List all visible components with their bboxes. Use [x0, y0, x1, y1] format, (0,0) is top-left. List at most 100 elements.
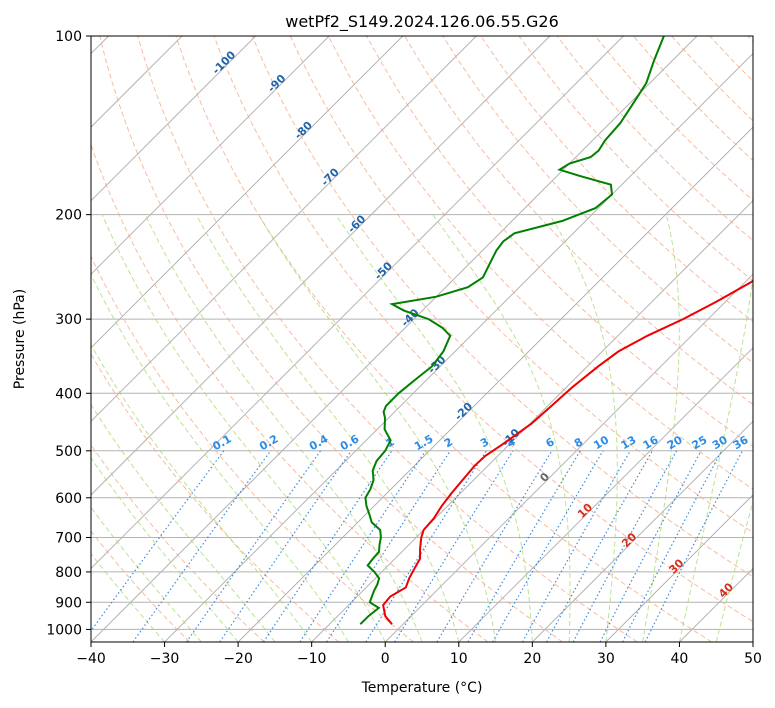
isotherm-line: [605, 494, 753, 642]
dry-adiabat-line: [442, 36, 753, 364]
moist-adiabat-line: [91, 457, 239, 642]
mixing-ratio-line: [262, 450, 393, 642]
isotherm-line: [679, 567, 753, 642]
mixing-ratio-line: [599, 450, 702, 642]
moist-adiabat-line: [678, 274, 753, 642]
mixing-ratio-label: 20: [665, 433, 685, 452]
isotherm-label: -30: [425, 353, 448, 376]
dry-adiabat-line: [213, 36, 753, 623]
isotherm-line: [458, 347, 753, 642]
dry-adiabat-line: [366, 36, 753, 448]
y-tick-label: 500: [55, 444, 82, 460]
x-tick-label: −20: [223, 651, 253, 667]
moist-adiabat-line: [144, 214, 423, 642]
moist-adiabat-line: [91, 506, 202, 642]
mixing-ratio-label: 1.5: [412, 432, 435, 453]
dry-adiabat-line: [91, 443, 265, 642]
mixing-ratio-line: [91, 450, 225, 632]
plot-area: 0.1 0.2 0.4 0.6 1 1.5 2 3 4 6 8 10 13 16 20 25 30 36-100-…: [91, 36, 753, 642]
mixing-ratio-line: [436, 450, 553, 642]
y-axis-ticks: 100 200 300 400 500 600 700 800 900 1000: [46, 29, 91, 638]
x-tick-label: −10: [297, 651, 327, 667]
moist-adiabat-line: [195, 214, 460, 642]
isotherm-line: [91, 36, 551, 496]
mixing-ratio-line: [132, 450, 272, 642]
dry-adiabat-line: [91, 255, 414, 642]
dry-adiabat-line: [91, 530, 190, 642]
y-axis-label: Pressure (hPa): [12, 289, 28, 389]
isotherm-line: [531, 420, 753, 642]
dry-adiabat-line: [175, 36, 712, 642]
isotherm-line: [91, 36, 698, 642]
isotherm-label: -20: [452, 400, 475, 423]
mixing-ratio-label: 30: [710, 433, 730, 452]
y-tick-label: 600: [55, 491, 82, 507]
dry-adiabat-line: [327, 36, 753, 490]
moist-adiabat-line: [258, 214, 497, 642]
axes-frame: [90, 35, 754, 643]
isotherm-line: [91, 36, 404, 349]
dry-adiabats: [91, 36, 753, 642]
dry-adiabat-line: [480, 36, 753, 323]
y-tick-label: 200: [55, 208, 82, 224]
isotherm-line: [91, 36, 257, 202]
mixing-ratio-label: 6: [543, 435, 556, 450]
mixing-ratio-label: 25: [690, 433, 710, 452]
x-tick-label: −30: [150, 651, 180, 667]
isotherm-label: -100: [210, 48, 239, 77]
moist-adiabat-line: [335, 214, 533, 642]
mixing-ratio-label: 3: [478, 435, 491, 450]
dry-adiabat-line: [251, 36, 753, 578]
dry-adiabat-line: [91, 353, 340, 642]
isotherm-line: [384, 273, 753, 642]
y-tick-label: 700: [55, 531, 82, 547]
dewpoint-profile-line: [359, 36, 665, 625]
isotherm-line: [91, 36, 477, 423]
isotherm-line: [91, 36, 624, 570]
mixing-ratio-line: [299, 450, 426, 642]
skewed-isotherm-gridlines: [91, 36, 753, 642]
mixing-ratio-label: 0.6: [338, 432, 362, 453]
moist-adiabat-line: [549, 214, 618, 642]
mixing-ratio-label: 10: [591, 433, 611, 452]
dry-adiabat-line: [747, 36, 753, 43]
moist-adiabat-line: [101, 214, 386, 642]
x-tick-label: 50: [744, 651, 762, 667]
mixing-ratio-label: 16: [641, 433, 661, 452]
mixing-ratio-line: [572, 450, 678, 642]
isotherm-label: -50: [372, 259, 395, 282]
moist-adiabat-line: [91, 343, 313, 642]
x-axis-label: Temperature (°C): [361, 680, 483, 696]
isotherm-line: [91, 36, 330, 275]
mixing-ratio-label: 0.4: [307, 432, 331, 453]
dry-adiabat-line: [99, 36, 563, 642]
isotherm-line: [164, 52, 753, 642]
dry-adiabat-line: [518, 36, 753, 282]
mixing-ratio-line: [326, 450, 451, 642]
y-tick-label: 800: [55, 565, 82, 581]
mixing-ratio-line: [186, 450, 321, 642]
dry-adiabat-line: [671, 36, 753, 122]
isotherm-line: [237, 126, 753, 642]
x-tick-label: 10: [450, 651, 468, 667]
moist-adiabat-line: [91, 553, 165, 642]
mixing-ratio-lines: [91, 450, 743, 642]
x-tick-label: 0: [381, 651, 390, 667]
isotherm-label: 40: [716, 580, 736, 600]
isotherm-label: -60: [345, 212, 368, 235]
x-tick-label: −40: [76, 651, 106, 667]
mixing-ratio-line: [622, 450, 723, 642]
isotherm-line: [311, 199, 753, 642]
isotherm-label: 30: [666, 556, 686, 576]
y-tick-label: 100: [55, 29, 82, 45]
mixing-ratio-line: [365, 450, 487, 642]
isotherm-label: 10: [575, 500, 595, 520]
dry-adiabat-line: [137, 36, 638, 642]
mixing-ratio-label: 0.2: [257, 432, 280, 453]
dry-adiabat-line: [404, 36, 753, 406]
isotherm-label: -90: [265, 72, 288, 95]
y-tick-label: 900: [55, 595, 82, 611]
mixing-ratio-label: 13: [619, 433, 639, 452]
dry-adiabat-line: [91, 143, 489, 642]
dry-adiabat-line: [556, 36, 753, 242]
